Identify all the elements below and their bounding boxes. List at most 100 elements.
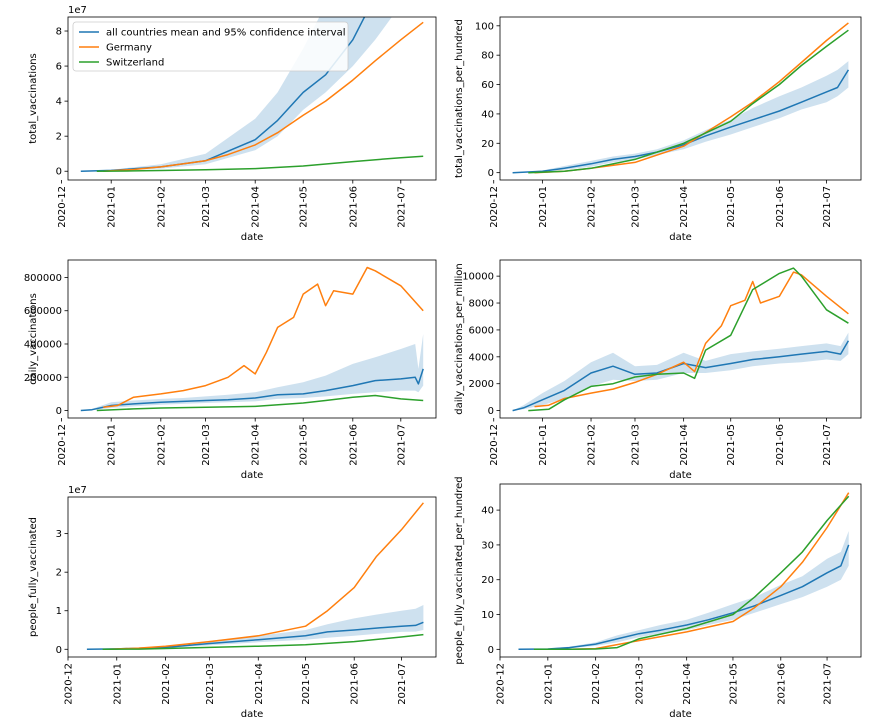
- y-tick-label: 100: [475, 21, 494, 32]
- x-tick-label: 2021-07: [822, 186, 833, 228]
- legend-label: all countries mean and 95% confidence in…: [106, 28, 346, 39]
- confidence-band: [512, 332, 849, 411]
- confidence-band: [86, 605, 424, 650]
- y-tick-label: 8000: [469, 299, 494, 310]
- x-tick-label: 2021-03: [205, 663, 216, 705]
- y-tick-label: 2: [56, 132, 62, 143]
- x-tick-label: 2021-05: [299, 424, 310, 466]
- legend-box: [72, 21, 349, 72]
- y-tick-label: 200000: [24, 373, 62, 384]
- y-axis-label: daily_vaccinations: [28, 293, 39, 385]
- series-line-germany: [534, 271, 849, 408]
- y-tick-label: 8: [56, 27, 62, 38]
- y-tick-label: 0: [488, 645, 494, 656]
- y-axis-label: total_vaccinations: [28, 53, 39, 144]
- y-tick-label: 6: [56, 62, 62, 73]
- y-tick-label: 2: [56, 568, 62, 579]
- x-tick-label: 2021-01: [107, 424, 118, 466]
- x-tick-label: 2020-12: [496, 663, 507, 705]
- x-tick-label: 2020-12: [57, 424, 68, 466]
- y-axis-label: daily_vaccinations_per_million: [454, 263, 465, 415]
- x-tick-label: 2021-04: [251, 424, 262, 466]
- series-line-switzerland: [528, 29, 849, 174]
- y-tick-label: 4: [56, 97, 62, 108]
- x-tick-label: 2020-12: [489, 186, 500, 228]
- legend: all countries mean and 95% confidence in…: [72, 21, 349, 72]
- series-line-switzerland: [528, 267, 849, 412]
- y-tick-label: 30: [481, 540, 494, 551]
- x-tick-label: 2021-07: [823, 663, 834, 705]
- x-axis-label: date: [669, 709, 692, 720]
- y-tick-label: 800000: [24, 273, 62, 284]
- x-tick-label: 2021-05: [301, 663, 312, 705]
- x-tick-label: 2021-04: [679, 186, 690, 228]
- axes-frame: [67, 16, 437, 181]
- x-tick-label: 2021-02: [156, 186, 167, 228]
- chart-panel-2: 0 20 40 60 80 100 2020-12 2021-01 2021-02 2021-03…: [454, 16, 862, 243]
- x-tick-label: 2021-05: [728, 663, 739, 705]
- x-tick-label: 2021-06: [775, 424, 786, 466]
- series-line-switzerland: [533, 495, 850, 651]
- y-tick-label: 0: [56, 406, 62, 417]
- y-tick-label: 60: [481, 80, 494, 91]
- x-tick-label: 2021-07: [397, 663, 408, 705]
- x-tick-label: 2021-02: [161, 663, 172, 705]
- y-tick-label: 0: [56, 167, 62, 178]
- y-tick-label: 10: [481, 610, 494, 621]
- x-tick-label: 2021-01: [107, 186, 118, 228]
- x-tick-label: 2021-06: [776, 663, 787, 705]
- x-tick-label: 2021-07: [396, 424, 407, 466]
- axes-frame: [499, 16, 862, 181]
- y-tick-label: 80: [481, 51, 494, 62]
- chart-panel-1: 0 2 4 6 8 2020-12 2021-01 2021-02 2021-03 2021-04…: [28, 5, 437, 243]
- chart-panel-5: 0 1 2 3 2020-12 2021-01 2021-02 2021-03 2021-04 2…: [28, 485, 437, 720]
- series-line-germany: [103, 21, 424, 172]
- x-tick-label: 2021-03: [201, 186, 212, 228]
- y-tick-label: 0: [56, 645, 62, 656]
- y-axis-label: total_vaccinations_per_hundred: [454, 19, 465, 178]
- series-line-mean: [512, 340, 850, 412]
- x-tick-label: 2021-01: [543, 663, 554, 705]
- plot-area: [512, 267, 850, 412]
- chart-panel-4: 0 2000 4000 6000 8000 10000 2020-12 2021-01 2021…: [454, 259, 862, 481]
- plot-area: [86, 502, 424, 651]
- x-tick-label: 2021-07: [822, 424, 833, 466]
- x-tick-label: 2021-06: [348, 186, 359, 228]
- x-tick-label: 2021-05: [726, 186, 737, 228]
- axis-offset-text: 1e7: [68, 5, 87, 16]
- x-tick-label: 2021-02: [156, 424, 167, 466]
- series-line-mean: [518, 544, 850, 651]
- axis-offset-text: 1e7: [68, 485, 87, 496]
- legend-label: Germany: [106, 43, 152, 54]
- confidence-band: [80, 334, 424, 411]
- y-tick-label: 40: [481, 506, 494, 517]
- x-tick-label: 2021-06: [775, 186, 786, 228]
- y-tick-label: 0: [488, 168, 494, 179]
- x-axis-label: date: [669, 232, 692, 243]
- y-tick-label: 2000: [469, 379, 494, 390]
- plot-area: [512, 22, 850, 174]
- y-tick-label: 40: [481, 109, 494, 120]
- legend-label: Switzerland: [106, 58, 164, 69]
- series-line-switzerland: [102, 633, 424, 651]
- series-line-germany: [108, 502, 424, 651]
- y-tick-label: 10000: [462, 272, 494, 283]
- x-tick-label: 2021-06: [350, 663, 361, 705]
- x-tick-label: 2021-03: [634, 663, 645, 705]
- x-tick-label: 2021-03: [630, 186, 641, 228]
- chart-panel-6: 0 10 20 30 40 2020-12 2021-01 2021-02 2021-03 202…: [454, 476, 862, 720]
- x-tick-label: 2020-12: [489, 424, 500, 466]
- plot-area: [80, 266, 424, 412]
- y-axis-label: people_fully_vaccinated: [28, 517, 39, 637]
- x-tick-label: 2021-04: [251, 186, 262, 228]
- x-axis-label: date: [669, 470, 692, 481]
- confidence-band: [512, 61, 849, 173]
- axes-frame: [499, 483, 862, 658]
- x-tick-label: 2020-12: [64, 663, 75, 705]
- x-tick-label: 2021-04: [254, 663, 265, 705]
- y-tick-label: 600000: [24, 306, 62, 317]
- x-tick-label: 2021-02: [587, 424, 598, 466]
- confidence-band: [518, 531, 849, 650]
- x-tick-label: 2021-02: [587, 186, 598, 228]
- plot-area: [518, 492, 850, 651]
